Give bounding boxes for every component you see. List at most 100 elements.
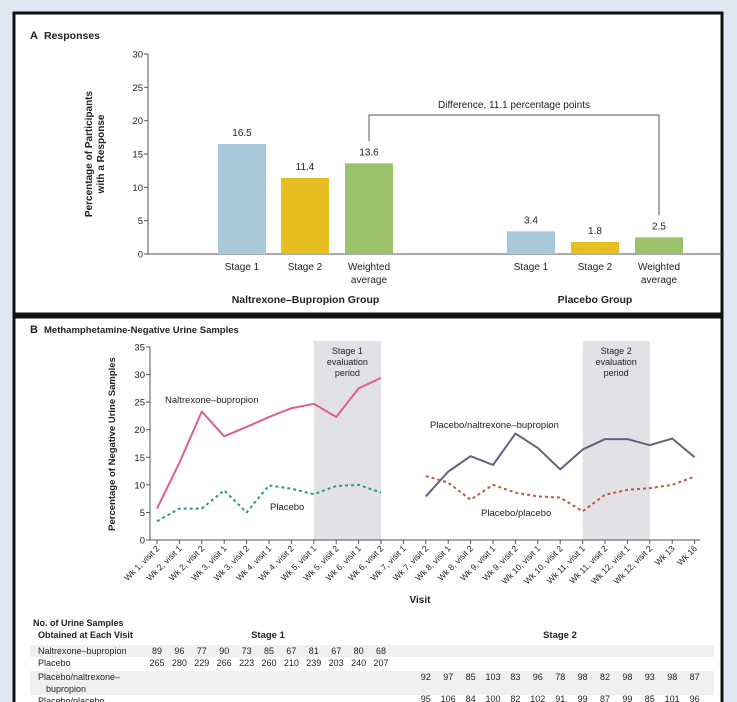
series-label: Naltrexone–bupropion [165,395,258,406]
table-cell: 99 [578,694,588,702]
table-cell: 85 [645,694,655,702]
series-line [425,475,695,513]
y-axis-label: Percentage of Negative Urine Samples [107,357,118,531]
bar-value-label: 1.8 [588,226,602,237]
table-cell: 81 [309,646,319,656]
bar-value-label: 11.4 [296,162,315,173]
y-axis-label-line: with a Response [96,114,107,194]
stage-header: Stage 2 [543,630,577,641]
stage-header: Stage 1 [251,630,286,641]
table-cell: 207 [373,658,388,668]
table-cell: 91 [555,694,565,702]
table-cell: 95 [421,694,431,702]
table-cell: 87 [690,672,700,682]
category-label: Stage 1 [225,262,260,273]
difference-annotation: Difference, 11.1 percentage points [438,100,590,111]
table-cell: 89 [152,646,162,656]
bar [281,178,329,254]
evaluation-period-shading [582,341,650,540]
panel-label: B [30,324,38,336]
table-cell: 96 [690,694,700,702]
evaluation-period-shading [313,341,381,540]
category-label: average [641,275,678,286]
y-tick-label: 30 [132,50,143,61]
table-cell: 266 [217,658,232,668]
bar [635,237,683,254]
y-tick-label: 10 [132,183,143,194]
panel-title: Responses [44,30,100,42]
table-cell: 78 [555,672,565,682]
category-label: average [351,275,388,286]
table-cell: 101 [665,694,680,702]
table-cell: 90 [219,646,229,656]
y-axis-label-line: Percentage of Participants [84,90,95,217]
table-cell: 96 [174,646,184,656]
table-cell: 280 [172,658,187,668]
y-tick-label: 35 [134,343,145,354]
table-title: No. of Urine Samples [33,618,124,628]
table-cell: 223 [239,658,254,668]
table-cell: 82 [600,672,610,682]
table-cell: 103 [485,672,500,682]
category-label: Stage 2 [578,262,613,273]
table-cell: 240 [351,658,366,668]
bar [571,242,619,254]
table-cell: 85 [466,672,476,682]
series-line [425,432,696,498]
x-axis-label: Visit [410,595,432,606]
category-label: Weighted [638,262,680,273]
table-row-label: bupropion [46,684,86,694]
table-row-label: Naltrexone–bupropion [38,646,127,656]
y-axis-label: Percentage of Participantswith a Respons… [84,90,107,217]
table-cell: 87 [600,694,610,702]
table-cell: 67 [331,646,341,656]
panel-b-urine-samples-chart: B Methamphetamine-Negative Urine Samples S… [30,324,714,702]
y-tick-label: 5 [138,216,143,227]
table-cell: 67 [286,646,296,656]
table-cell: 106 [441,694,456,702]
table-cell: 100 [485,694,500,702]
evaluation-period-label: period [335,368,360,378]
y-tick-label: 5 [140,508,145,519]
table-cell: 83 [510,672,520,682]
table-cell: 98 [667,672,677,682]
y-tick-label: 20 [132,116,143,127]
bar-value-label: 3.4 [524,215,538,226]
table-row-band [30,671,714,695]
group-label: Placebo Group [558,294,633,306]
table-cell: 93 [645,672,655,682]
table-cell: 68 [376,646,386,656]
evaluation-period-label: period [604,368,629,378]
bar-value-label: 13.6 [359,147,379,158]
y-tick-label: 30 [134,370,145,381]
table-cell: 99 [622,694,632,702]
table-cell: 77 [197,646,207,656]
panel-label: A [30,30,38,42]
evaluation-period-label: Stage 2 [601,346,632,356]
category-label: Stage 1 [514,262,549,273]
panel-title: Methamphetamine-Negative Urine Samples [44,325,239,336]
bar [218,144,266,254]
table-title: Obtained at Each Visit [38,630,133,640]
category-label: Weighted [348,262,390,273]
table-cell: 98 [578,672,588,682]
y-tick-label: 0 [140,536,145,547]
table-row-band [30,645,714,657]
y-tick-label: 20 [134,425,145,436]
panel-a-responses-chart: A Responses Percentage of Participantswith… [30,30,722,306]
table-row-label: Placebo/placebo [38,696,105,702]
evaluation-period-label: evaluation [596,357,637,367]
y-tick-label: 10 [134,480,145,491]
table-cell: 210 [284,658,299,668]
y-tick-label: 0 [138,250,143,261]
category-label: Stage 2 [288,262,323,273]
y-tick-label: 25 [134,398,145,409]
table-row-label: Placebo [38,658,71,668]
table-cell: 97 [443,672,453,682]
table-cell: 203 [329,658,344,668]
table-cell: 96 [533,672,543,682]
y-tick-label: 15 [134,453,145,464]
series-label: Placebo/placebo [481,508,551,519]
group-label: Naltrexone–Bupropion Group [232,294,380,306]
table-cell: 92 [421,672,431,682]
